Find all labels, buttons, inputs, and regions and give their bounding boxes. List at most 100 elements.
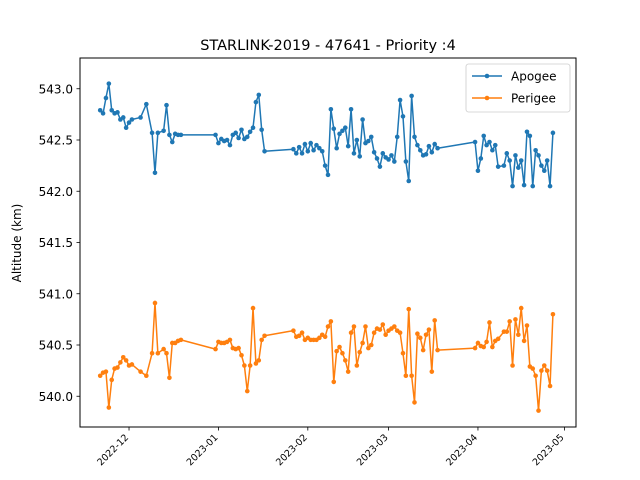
perigee-point xyxy=(510,363,515,368)
perigee-point xyxy=(423,332,429,338)
apogee-point xyxy=(357,154,363,159)
apogee-point xyxy=(337,131,342,137)
perigee-point xyxy=(516,332,521,338)
perigee-point xyxy=(322,334,328,340)
perigee-point xyxy=(513,317,518,322)
apogee-point xyxy=(328,106,334,112)
perigee-point xyxy=(536,408,541,413)
apogee-point xyxy=(475,168,481,174)
apogee-point xyxy=(100,111,106,116)
perigee-point xyxy=(167,375,172,381)
perigee-point xyxy=(247,363,253,368)
apogee-point xyxy=(308,140,314,146)
perigee-point xyxy=(409,373,414,379)
apogee-point xyxy=(510,183,515,189)
y-tick-label: 541.5 xyxy=(39,236,73,250)
apogee-point xyxy=(109,107,115,113)
perigee-point xyxy=(115,365,120,370)
perigee-point xyxy=(97,373,103,379)
perigee-point xyxy=(351,324,357,329)
apogee-point xyxy=(516,165,521,170)
apogee-point xyxy=(507,158,512,163)
apogee-point xyxy=(386,157,391,162)
apogee-point xyxy=(256,92,262,98)
apogee-point xyxy=(527,133,533,139)
perigee-point xyxy=(331,379,337,385)
apogee-point xyxy=(138,115,143,120)
apogee-point xyxy=(524,129,530,135)
apogee-point xyxy=(314,142,319,148)
apogee-point xyxy=(547,183,553,189)
apogee-point xyxy=(348,106,354,112)
perigee-point xyxy=(417,335,423,341)
perigee-point xyxy=(149,350,155,356)
apogee-point xyxy=(164,102,169,108)
perigee-point xyxy=(420,347,426,353)
apogee-point xyxy=(481,133,487,139)
perigee-point xyxy=(118,360,123,365)
apogee-point xyxy=(224,137,230,143)
chart-title: STARLINK-2019 - 47641 - Priority :4 xyxy=(200,38,456,54)
perigee-point xyxy=(325,324,331,329)
y-tick-label: 541.0 xyxy=(39,287,73,301)
x-axis: 2022-12 2023-01 2023-02 2023-03 2023-04 2023-… xyxy=(95,427,567,468)
perigee-point xyxy=(363,324,368,329)
x-tick-label: 2023-05 xyxy=(531,432,567,468)
apogee-point xyxy=(374,156,380,161)
apogee-point xyxy=(392,159,397,164)
apogee-point xyxy=(97,107,103,113)
apogee-legend-marker xyxy=(484,73,490,79)
apogee-point xyxy=(253,99,259,105)
apogee-point xyxy=(305,148,311,154)
apogee-point xyxy=(472,139,478,145)
perigee-point xyxy=(296,333,302,339)
apogee-point xyxy=(259,127,264,133)
apogee-point xyxy=(178,132,184,138)
apogee-point xyxy=(293,151,299,156)
perigee-point xyxy=(152,300,158,306)
apogee-point xyxy=(389,153,394,158)
apogee-point xyxy=(233,130,239,136)
perigee-point xyxy=(403,373,409,379)
perigee-point xyxy=(259,337,264,343)
perigee-point xyxy=(415,331,420,337)
plot-frame xyxy=(79,57,577,428)
perigee-point xyxy=(507,319,512,324)
perigee-point xyxy=(213,346,218,352)
apogee-point xyxy=(550,130,556,136)
perigee-point xyxy=(541,363,547,368)
apogee-point xyxy=(123,125,129,130)
perigee-point xyxy=(426,327,432,332)
apogee-point xyxy=(161,128,166,134)
apogee-point xyxy=(435,145,440,151)
apogee-point xyxy=(400,114,406,119)
perigee-point xyxy=(262,333,267,339)
perigee-point xyxy=(129,362,135,367)
perigee-point xyxy=(106,405,112,410)
perigee-point xyxy=(475,340,481,346)
perigee-point xyxy=(120,355,126,360)
apogee-point xyxy=(544,158,550,163)
apogee-point xyxy=(518,158,524,163)
apogee-point xyxy=(169,139,175,145)
perigee-point xyxy=(392,324,397,329)
perigee-point xyxy=(337,344,342,350)
apogee-point xyxy=(417,147,423,153)
perigee-point xyxy=(371,330,377,336)
apogee-point xyxy=(343,125,348,130)
apogee-point xyxy=(149,130,155,136)
apogee-point xyxy=(247,129,253,135)
apogee-point xyxy=(155,130,161,136)
perigee-point xyxy=(484,339,489,345)
perigee-point xyxy=(366,345,371,351)
apogee-point xyxy=(484,142,489,148)
perigee-point xyxy=(256,358,262,363)
perigee-point xyxy=(412,400,417,405)
perigee-point xyxy=(155,350,161,356)
perigee-point xyxy=(161,346,166,352)
apogee-point xyxy=(244,134,250,140)
apogee-point xyxy=(144,101,149,107)
apogee-point xyxy=(239,127,244,133)
x-tick-label: 2023-02 xyxy=(274,432,310,468)
perigee-point xyxy=(544,368,550,373)
